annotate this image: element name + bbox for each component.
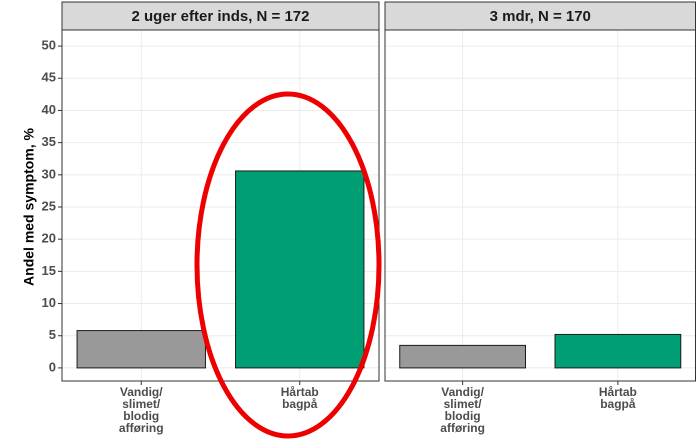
x-tick-label: Hårtab bagpå bbox=[599, 385, 637, 411]
y-tick-label: 50 bbox=[42, 38, 56, 53]
strip-title: 3 mdr, N = 170 bbox=[490, 8, 591, 25]
y-tick-label: 0 bbox=[49, 359, 56, 374]
y-axis-label: Andel med symptom, % bbox=[21, 127, 37, 285]
y-tick-label: 35 bbox=[42, 134, 56, 149]
bar bbox=[399, 344, 527, 369]
y-tick-label: 30 bbox=[42, 166, 56, 181]
highlight-ellipse bbox=[194, 91, 382, 439]
y-tick-label: 45 bbox=[42, 70, 56, 85]
strip bbox=[384, 1, 696, 31]
y-tick-label: 5 bbox=[49, 327, 56, 342]
strip-title: 2 uger efter inds, N = 172 bbox=[132, 8, 310, 25]
y-tick-label: 40 bbox=[42, 102, 56, 117]
x-tick-label: Vandig/slimet/blodig afføring bbox=[119, 385, 164, 435]
y-tick-label: 10 bbox=[42, 295, 56, 310]
bar bbox=[76, 330, 206, 369]
x-tick-label: Hårtab bagpå bbox=[281, 385, 319, 411]
y-tick-label: 15 bbox=[42, 263, 56, 278]
strip bbox=[61, 1, 380, 31]
bar bbox=[235, 170, 365, 369]
bar bbox=[554, 333, 682, 369]
x-tick-label: Vandig/slimet/blodig afføring bbox=[440, 385, 485, 435]
y-tick-label: 20 bbox=[42, 231, 56, 246]
y-tick-label: 25 bbox=[42, 198, 56, 213]
panel-background bbox=[385, 30, 696, 381]
